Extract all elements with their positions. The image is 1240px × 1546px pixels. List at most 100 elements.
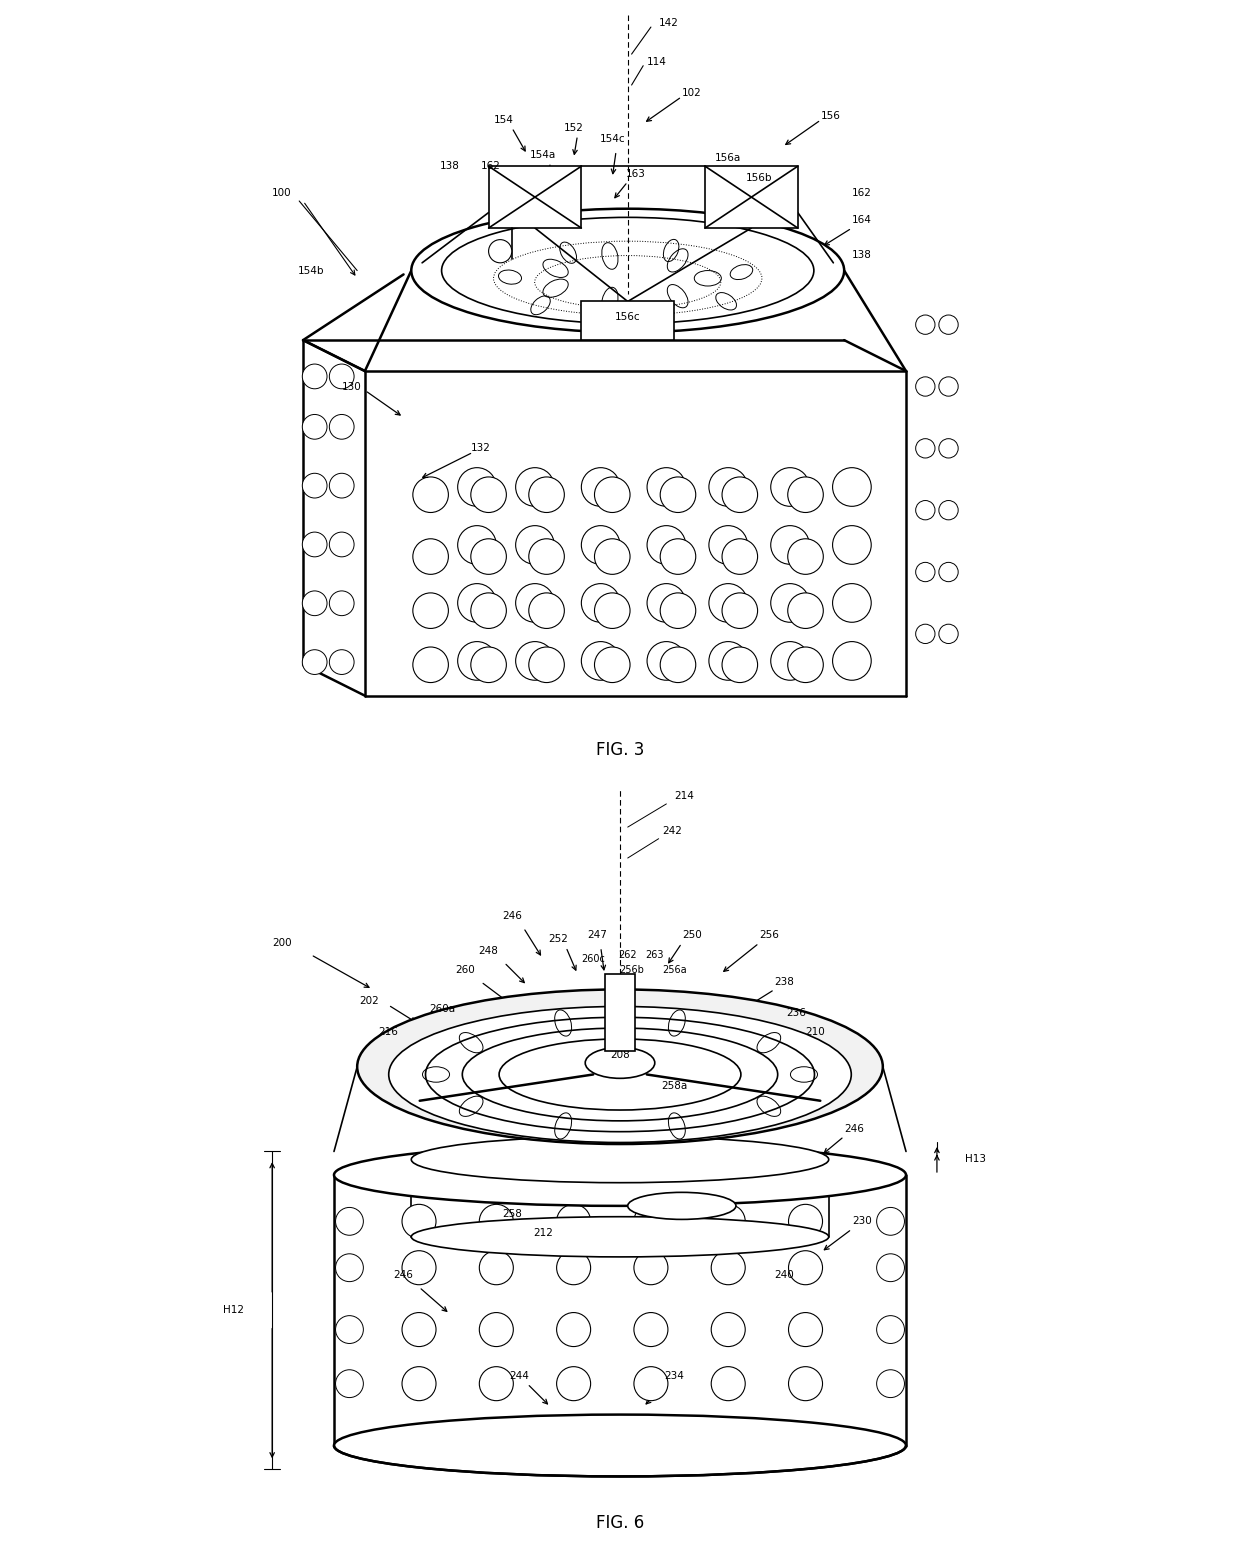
Circle shape xyxy=(832,583,872,623)
Circle shape xyxy=(458,642,496,680)
Text: 263: 263 xyxy=(646,949,665,960)
Circle shape xyxy=(647,467,686,507)
Circle shape xyxy=(582,642,620,680)
Circle shape xyxy=(471,476,506,512)
Circle shape xyxy=(722,592,758,628)
Circle shape xyxy=(528,538,564,574)
Circle shape xyxy=(336,1207,363,1235)
Text: 247: 247 xyxy=(587,931,606,940)
Circle shape xyxy=(303,414,327,439)
Text: FIG. 6: FIG. 6 xyxy=(596,1514,644,1532)
Circle shape xyxy=(471,646,506,682)
Text: 258a: 258a xyxy=(661,1081,687,1091)
Text: 138: 138 xyxy=(852,250,872,260)
Circle shape xyxy=(660,592,696,628)
Circle shape xyxy=(402,1251,436,1285)
Text: 210: 210 xyxy=(806,1027,826,1037)
Circle shape xyxy=(712,1251,745,1285)
Text: 214: 214 xyxy=(675,792,694,801)
Circle shape xyxy=(771,583,810,623)
Text: H12: H12 xyxy=(223,1305,244,1316)
Circle shape xyxy=(709,583,748,623)
Circle shape xyxy=(516,642,554,680)
Text: 100: 100 xyxy=(272,189,291,198)
Circle shape xyxy=(413,646,449,682)
Text: 260: 260 xyxy=(455,965,475,976)
Bar xyxy=(605,974,635,1051)
Text: 154a: 154a xyxy=(529,150,556,159)
Circle shape xyxy=(877,1370,904,1398)
Circle shape xyxy=(303,591,327,615)
Bar xyxy=(582,301,675,340)
Circle shape xyxy=(303,363,327,388)
Circle shape xyxy=(722,538,758,574)
Bar xyxy=(706,165,797,227)
Circle shape xyxy=(877,1207,904,1235)
Circle shape xyxy=(832,642,872,680)
Circle shape xyxy=(458,583,496,623)
Text: 156a: 156a xyxy=(715,153,742,164)
Text: 156c: 156c xyxy=(615,312,641,322)
Circle shape xyxy=(516,583,554,623)
Text: 256a: 256a xyxy=(662,965,687,976)
Text: 260c: 260c xyxy=(582,954,605,963)
Circle shape xyxy=(557,1251,590,1285)
Circle shape xyxy=(330,649,355,674)
Circle shape xyxy=(594,592,630,628)
Circle shape xyxy=(336,1254,363,1282)
Text: 240: 240 xyxy=(775,1271,795,1280)
Text: 248: 248 xyxy=(479,946,498,955)
Text: 236: 236 xyxy=(786,1008,806,1017)
Circle shape xyxy=(402,1204,436,1238)
Text: 202: 202 xyxy=(358,996,378,1006)
Text: 262: 262 xyxy=(619,949,637,960)
Circle shape xyxy=(712,1313,745,1347)
Circle shape xyxy=(877,1254,904,1282)
Circle shape xyxy=(832,526,872,564)
Circle shape xyxy=(709,642,748,680)
Circle shape xyxy=(660,476,696,512)
Circle shape xyxy=(660,646,696,682)
Ellipse shape xyxy=(334,1415,906,1476)
Ellipse shape xyxy=(425,1017,815,1132)
Text: 114: 114 xyxy=(647,57,667,66)
Text: 216: 216 xyxy=(378,1027,398,1037)
Text: 258: 258 xyxy=(502,1209,522,1218)
Circle shape xyxy=(722,646,758,682)
Circle shape xyxy=(557,1204,590,1238)
Ellipse shape xyxy=(388,1006,852,1142)
Circle shape xyxy=(336,1316,363,1343)
Ellipse shape xyxy=(412,1136,828,1183)
Circle shape xyxy=(771,467,810,507)
Circle shape xyxy=(787,538,823,574)
Circle shape xyxy=(402,1313,436,1347)
Circle shape xyxy=(336,1370,363,1398)
Text: 162: 162 xyxy=(481,161,501,172)
Circle shape xyxy=(789,1204,822,1238)
Circle shape xyxy=(582,526,620,564)
Circle shape xyxy=(709,467,748,507)
Circle shape xyxy=(471,538,506,574)
Ellipse shape xyxy=(585,1048,655,1079)
Circle shape xyxy=(516,526,554,564)
Circle shape xyxy=(582,467,620,507)
Circle shape xyxy=(634,1204,668,1238)
Text: 256b: 256b xyxy=(619,965,644,976)
Circle shape xyxy=(330,414,355,439)
Circle shape xyxy=(330,473,355,498)
Circle shape xyxy=(789,1367,822,1401)
Text: 130: 130 xyxy=(342,382,362,391)
Circle shape xyxy=(557,1313,590,1347)
Circle shape xyxy=(709,526,748,564)
Text: 142: 142 xyxy=(658,19,678,28)
Circle shape xyxy=(771,526,810,564)
Text: 230: 230 xyxy=(852,1217,872,1226)
Circle shape xyxy=(330,363,355,388)
Text: 162: 162 xyxy=(852,189,872,198)
Circle shape xyxy=(528,592,564,628)
Circle shape xyxy=(832,467,872,507)
Text: 152: 152 xyxy=(564,122,584,133)
Circle shape xyxy=(634,1251,668,1285)
Ellipse shape xyxy=(500,1039,740,1110)
Text: 234: 234 xyxy=(665,1371,684,1381)
